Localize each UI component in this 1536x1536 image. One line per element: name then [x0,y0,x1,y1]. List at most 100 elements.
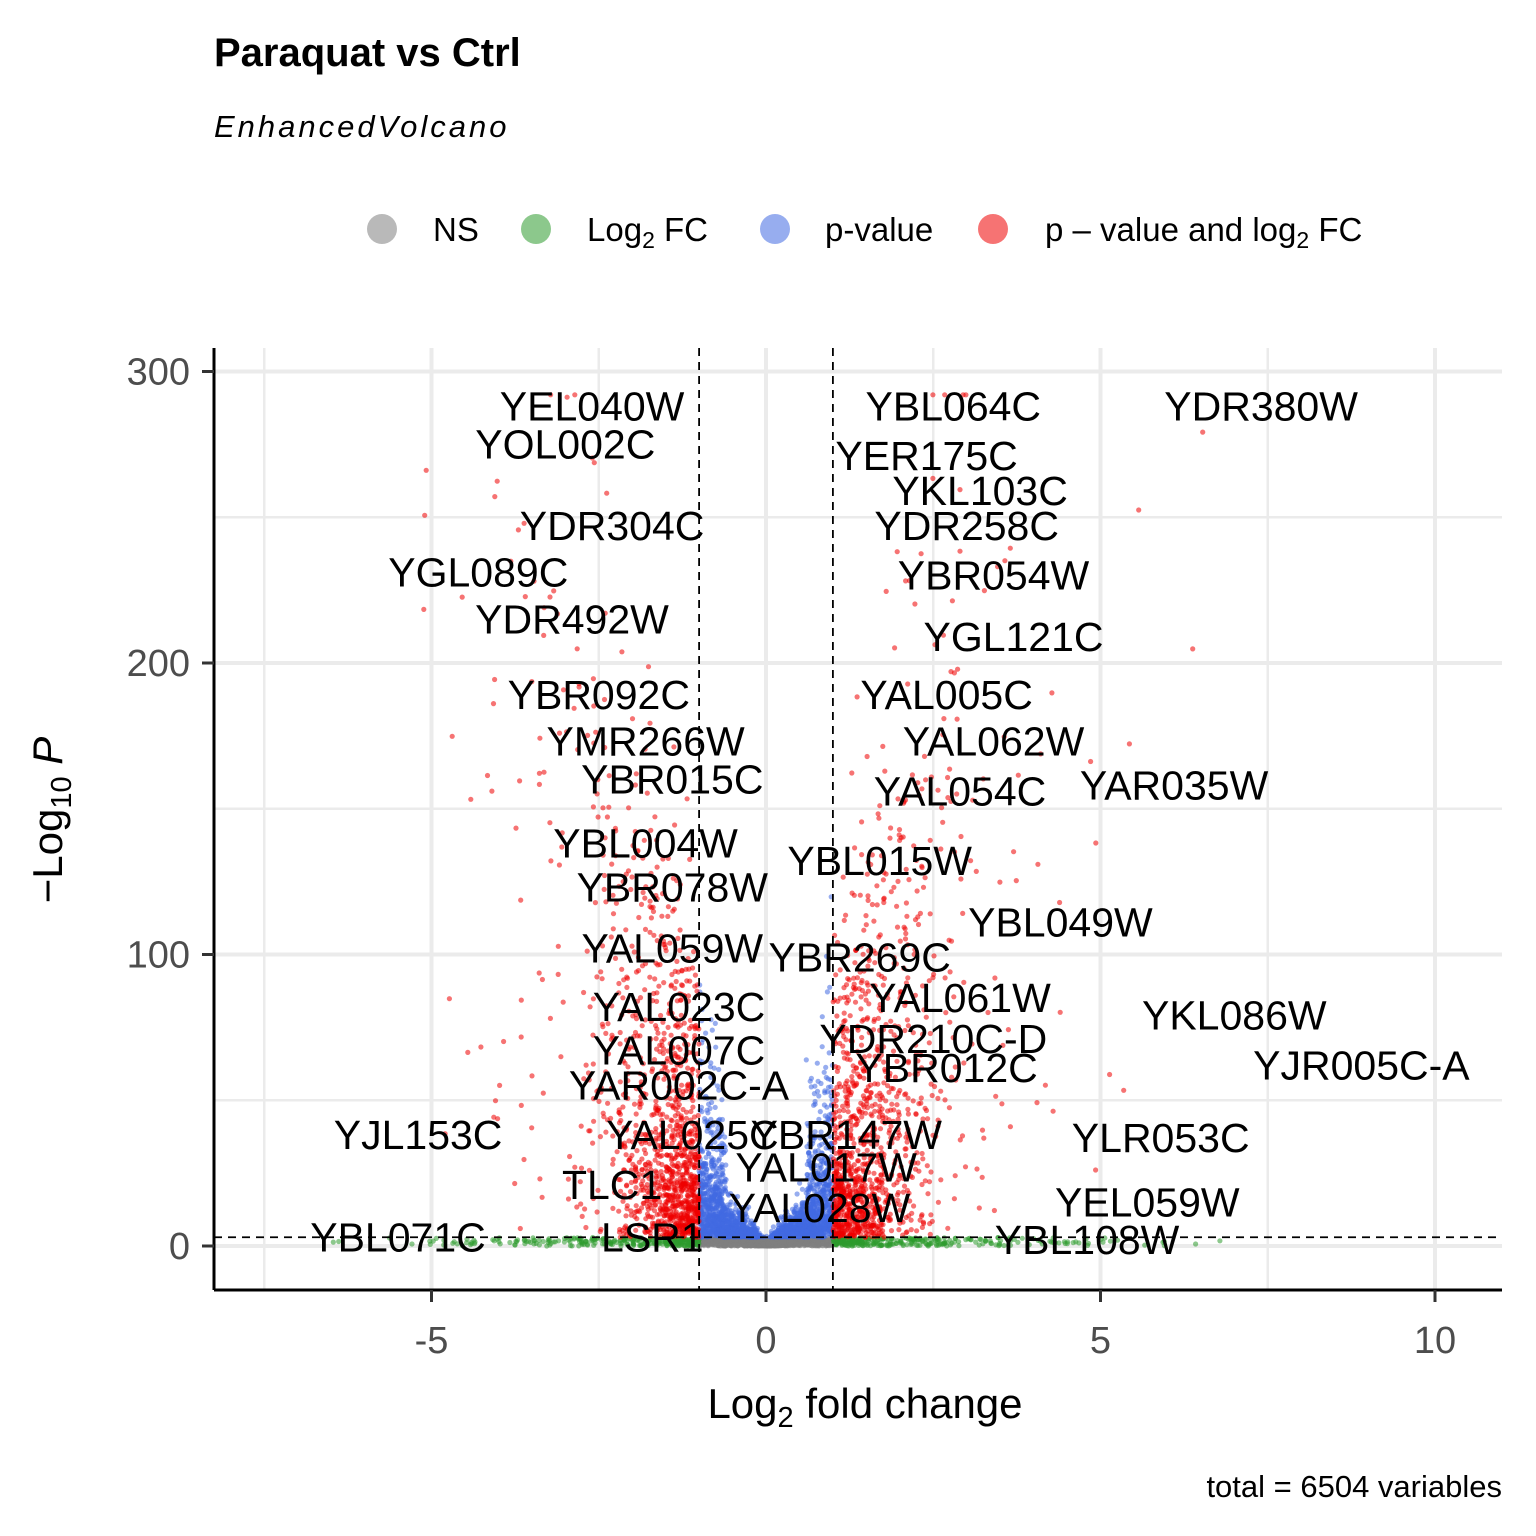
point-p [713,1211,719,1217]
point-pfc [647,974,653,980]
point-pfc [1057,1009,1063,1015]
point-pfc [928,1212,934,1218]
point-p [824,1104,830,1110]
legend: NS Log2 FC p-value p – value and log2 FC [367,211,1362,253]
point-pfc [940,819,946,825]
point-pfc [1034,1100,1040,1106]
point-pfc [891,884,897,890]
point-pfc [914,1228,920,1234]
point-pfc [517,1225,523,1232]
point-fc [900,1241,906,1247]
point-pfc [843,912,849,918]
point-pfc [841,985,847,991]
point-fc [915,1242,921,1249]
point-pfc [876,815,882,821]
point-ns [787,1241,793,1247]
point-pfc [960,910,966,917]
point-p [822,1088,828,1094]
points-layer [330,392,1223,1249]
point-pfc [894,924,901,930]
point-pfc [841,917,847,924]
point-pfc [547,1015,554,1022]
point-fc [512,1242,518,1248]
point-pfc [976,1205,982,1211]
point-pfc [606,804,612,810]
point-ns [808,1242,814,1248]
point-pfc [665,913,671,920]
point-fc [862,1242,868,1248]
point-fc [884,1243,890,1249]
legend-label-pfc: p – value and log2 FC [1045,211,1362,253]
point-p [712,1173,718,1179]
point-ns [760,1241,767,1247]
point-pfc [1007,1124,1014,1130]
point-p [713,1179,720,1185]
point-p [812,1098,818,1105]
point-fc [949,1240,955,1246]
point-p [705,1206,711,1212]
point-ns [748,1241,754,1248]
point-pfc [518,897,524,903]
point-p [713,1231,720,1237]
point-pfc [484,772,491,779]
point-pfc [579,1213,585,1219]
point-pfc [583,1224,589,1231]
point-pfc [831,1101,837,1107]
point-pfc [540,1090,546,1096]
point-p [719,1170,726,1176]
point-fc [551,1239,557,1245]
point-pfc [652,976,658,982]
point-fc [846,1241,852,1247]
point-fc [507,1239,513,1246]
point-fc [545,1239,551,1245]
point-p [812,1083,818,1089]
point-pfc [888,825,894,831]
legend-dot-ns [367,214,397,244]
point-pfc [973,868,979,875]
point-fc [870,1240,876,1246]
point-ns [765,1240,771,1247]
point-fc [923,1240,929,1246]
point-fc [527,1239,534,1245]
point-p [704,1190,710,1196]
point-p [702,1223,709,1230]
point-pfc [560,999,566,1005]
point-p [711,1217,717,1223]
point-fc [561,1239,568,1245]
point-p [713,1202,719,1208]
legend-label-p: p-value [825,211,933,248]
point-pfc [610,911,617,917]
point-p [815,1078,821,1084]
point-p [703,1169,709,1175]
point-pfc [581,989,587,996]
point-p [717,1216,723,1222]
point-pfc [981,1135,987,1141]
point-fc [838,1239,844,1246]
point-fc [936,1236,942,1242]
point-pfc [864,1105,871,1111]
point-pfc [850,984,857,991]
point-p [814,1088,821,1094]
point-fc [585,1242,591,1248]
point-fc [530,1235,536,1241]
point-pfc [928,1169,934,1175]
point-ns [732,1242,739,1248]
point-p [816,1093,822,1099]
point-fc [875,1242,881,1248]
point-pfc [590,1140,596,1146]
point-pfc [590,804,597,810]
point-p [824,989,831,995]
point-fc [555,1238,562,1244]
point-p [708,1162,715,1169]
point-pfc [1013,878,1019,884]
point-fc [830,1238,837,1245]
point-pfc [446,996,452,1002]
point-p [803,1057,809,1063]
point-ns [820,1239,827,1245]
point-pfc [861,927,867,933]
point-fc [973,1239,979,1245]
point-p [723,1177,729,1183]
point-p [718,1189,724,1195]
point-pfc [578,1123,584,1129]
point-p [717,1183,724,1189]
